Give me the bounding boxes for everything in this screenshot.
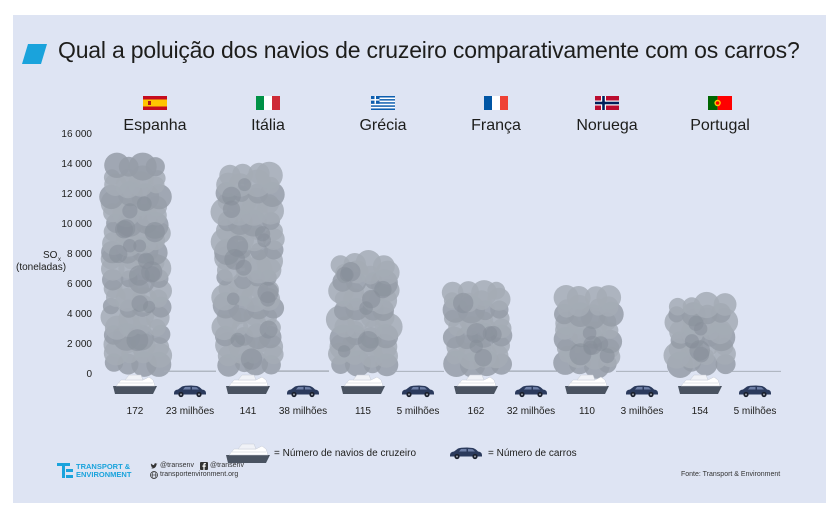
country-label: Grécia: [359, 117, 406, 134]
ship-smoke-bar: [663, 291, 739, 378]
flag-italy-icon: [256, 96, 280, 110]
car-icon: [626, 385, 658, 398]
facebook-icon[interactable]: [200, 462, 208, 470]
y-tick-label: 0: [86, 369, 92, 380]
logo-line2: ENVIRONMENT: [76, 470, 132, 479]
facebook-handle[interactable]: @transenv: [210, 462, 244, 469]
legend-car-icon: [450, 447, 482, 460]
legend-cars-label: = Número de carros: [488, 448, 577, 459]
ship-count-label: 141: [240, 406, 257, 417]
ship-smoke-bar: [441, 280, 513, 378]
flag-france-icon: [484, 96, 508, 110]
chart-title: Qual a poluição dos navios de cruzeiro c…: [58, 37, 800, 63]
twitter-handle[interactable]: @transenv: [160, 462, 194, 469]
logo-line1: TRANSPORT &: [76, 462, 131, 471]
globe-icon: [150, 471, 158, 479]
car-count-label: 3 milhões: [621, 406, 664, 417]
car-smoke-bar: [277, 370, 329, 372]
ship-smoke-bar: [325, 250, 403, 377]
ship-icon: [113, 374, 157, 394]
legend-ships-label: = Número de navios de cruzeiro: [274, 448, 417, 459]
y-tick-label: 12 000: [61, 189, 92, 200]
car-count-label: 23 milhões: [166, 406, 214, 417]
twitter-icon[interactable]: [150, 462, 158, 470]
flag-norway-icon: [595, 96, 619, 110]
car-icon: [174, 385, 206, 398]
ship-icons: [113, 374, 722, 394]
car-icon: [402, 385, 434, 398]
count-labels: 172 23 milhões 141 38 milhões 115 5 milhões 16…: [127, 406, 777, 417]
legend-ship-icon: [226, 443, 270, 463]
car-smoke-bar: [729, 370, 781, 372]
car-count-label: 5 milhões: [734, 406, 777, 417]
country-label: França: [471, 117, 521, 134]
car-count-label: 5 milhões: [397, 406, 440, 417]
ship-icon: [341, 374, 385, 394]
y-tick-label: 16 000: [61, 129, 92, 140]
car-icons: [174, 385, 771, 398]
ship-count-label: 172: [127, 406, 144, 417]
y-tick-label: 2 000: [67, 339, 92, 350]
car-count-label: 32 milhões: [507, 406, 555, 417]
y-tick-label: 14 000: [61, 159, 92, 170]
car-count-label: 38 milhões: [279, 406, 327, 417]
transport-environment-logo: TRANSPORT & ENVIRONMENT: [57, 462, 132, 479]
car-smoke-bar: [392, 370, 444, 372]
ship-count-label: 110: [579, 406, 595, 417]
source-note: Fonte: Transport & Environment: [681, 471, 781, 478]
country-label: Itália: [251, 117, 285, 134]
car-icon: [739, 385, 771, 398]
y-axis-label-subscript: x: [58, 257, 61, 263]
y-axis-unit-label: (toneladas): [16, 262, 66, 273]
y-tick-label: 4 000: [67, 309, 92, 320]
y-axis: 0 2 000 4 000 6 000 8 000 10 000 12 000 14 000 1…: [16, 129, 92, 380]
legend-icons: [226, 443, 482, 463]
ship-icon: [678, 374, 722, 394]
y-tick-label: 10 000: [61, 219, 92, 230]
ship-count-label: 154: [692, 406, 709, 417]
ship-icon: [454, 374, 498, 394]
y-axis-label: SO: [43, 250, 58, 261]
country-label: Portugal: [690, 117, 750, 134]
flag-portugal-icon: [708, 96, 732, 110]
ship-smoke-bar: [210, 161, 285, 377]
car-icon: [287, 385, 319, 398]
ship-count-label: 162: [468, 406, 485, 417]
flag-spain-icon: [143, 96, 167, 110]
car-smoke-bar: [164, 370, 216, 372]
ship-count-label: 115: [355, 406, 371, 417]
car-smoke-bar: [616, 370, 668, 372]
car-smoke-bar: [505, 370, 557, 372]
ship-icon: [565, 374, 609, 394]
y-tick-label: 8 000: [67, 249, 92, 260]
website-link[interactable]: transportenvironment.org: [160, 471, 239, 478]
country-flags: Espanha Itália Grécia França Noruega Portugal: [123, 96, 750, 134]
ship-smoke-bar: [99, 152, 173, 377]
country-label: Espanha: [123, 117, 186, 134]
country-label: Noruega: [576, 117, 637, 134]
smoke-bars: [99, 152, 781, 379]
ship-smoke-bar: [553, 285, 624, 379]
car-icon: [515, 385, 547, 398]
ship-icon: [226, 374, 270, 394]
y-tick-label: 6 000: [67, 279, 92, 290]
flag-greece-icon: [371, 96, 395, 110]
title-marker-icon: [22, 44, 47, 64]
